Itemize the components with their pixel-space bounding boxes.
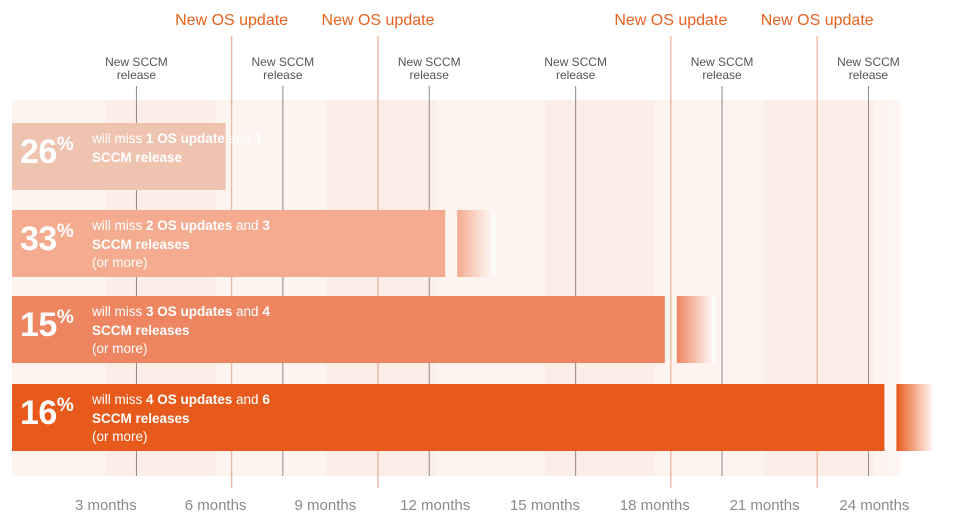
bar	[12, 210, 446, 277]
sccm-release-label-line1: New SCCM	[398, 55, 461, 69]
sccm-release-label-line1: New SCCM	[837, 55, 900, 69]
os-update-label: New OS update	[614, 12, 727, 29]
sccm-release-label-line1: New SCCM	[691, 55, 754, 69]
sccm-release-label: New SCCM release	[398, 55, 461, 82]
bar	[12, 296, 665, 363]
bar-continuation-fade	[457, 210, 496, 277]
x-tick-label: 6 months	[185, 497, 247, 514]
sccm-release-label-line1: New SCCM	[105, 55, 168, 69]
bars	[12, 123, 935, 451]
sccm-release-label-line2: release	[117, 68, 157, 82]
bar-continuation-fade	[676, 296, 715, 363]
sccm-release-label-line2: release	[849, 68, 889, 82]
x-tick-label: 24 months	[839, 497, 909, 514]
sccm-release-label: New SCCM release	[252, 55, 315, 82]
bar	[12, 123, 226, 190]
x-tick-label: 18 months	[620, 497, 690, 514]
os-update-label: New OS update	[761, 12, 874, 29]
sccm-release-label-line2: release	[410, 68, 450, 82]
sccm-release-label: New SCCM release	[837, 55, 900, 82]
sccm-release-label-line1: New SCCM	[544, 55, 607, 69]
os-update-label: New OS update	[175, 12, 288, 29]
x-axis-ticks: 3 months 6 months 9 months 12 months 15 mont…	[75, 497, 909, 514]
sccm-release-label: New SCCM release	[544, 55, 607, 82]
sccm-release-label-line2: release	[263, 68, 303, 82]
x-tick-label: 12 months	[400, 497, 470, 514]
bar-continuation-fade	[896, 384, 935, 451]
sccm-release-label: New SCCM release	[691, 55, 754, 82]
bar	[12, 384, 885, 451]
x-tick-label: 9 months	[295, 497, 357, 514]
x-tick-label: 3 months	[75, 497, 137, 514]
sccm-release-label-line1: New SCCM	[252, 55, 315, 69]
sccm-release-label: New SCCM release	[105, 55, 168, 82]
x-tick-label: 15 months	[510, 497, 580, 514]
x-tick-label: 21 months	[730, 497, 800, 514]
release-labels: New OS update New OS update New OS update N…	[105, 12, 900, 82]
os-update-label: New OS update	[322, 12, 435, 29]
sccm-release-label-line2: release	[556, 68, 596, 82]
sccm-release-label-line2: release	[702, 68, 742, 82]
